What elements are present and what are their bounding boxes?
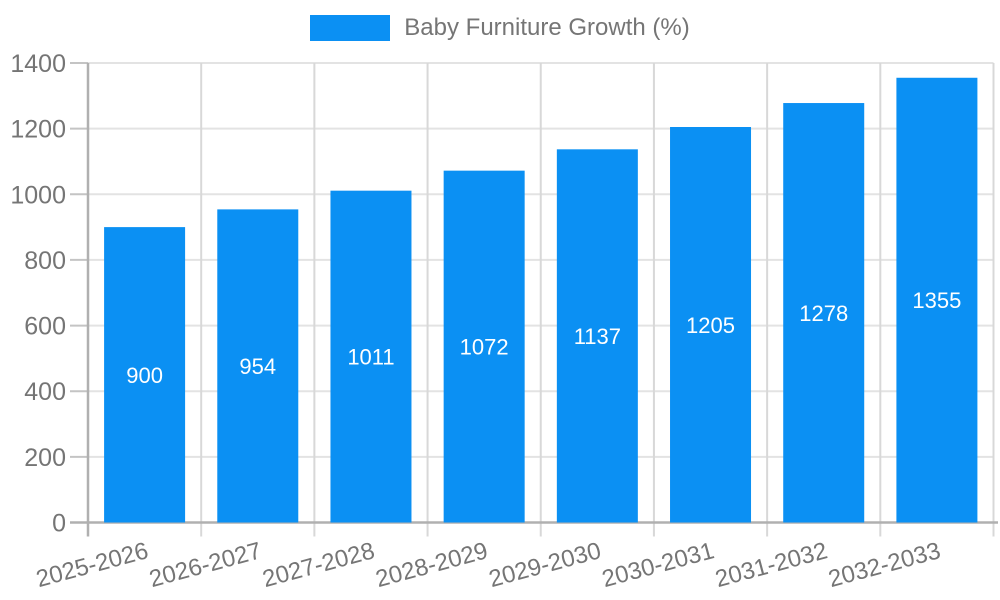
bar-value-label: 1072 [460, 335, 509, 360]
legend-label: Baby Furniture Growth (%) [404, 14, 690, 41]
bar-2031-2032[interactable] [783, 103, 865, 523]
y-tick-label: 400 [24, 378, 66, 406]
y-tick-label: 200 [24, 444, 66, 472]
y-tick-label: 600 [24, 313, 66, 341]
x-category-label: 2031-2032 [712, 537, 830, 593]
y-tick-label: 800 [24, 247, 66, 275]
x-category-label: 2028-2029 [373, 537, 491, 593]
y-tick-label: 1400 [10, 50, 66, 78]
bar-value-label: 1205 [686, 313, 735, 338]
bar-value-label: 1355 [912, 288, 961, 313]
x-category-label: 2032-2033 [826, 537, 944, 593]
bar-2028-2029[interactable] [443, 170, 525, 523]
bar-value-label: 1011 [347, 345, 394, 370]
bar-value-label: 900 [126, 363, 163, 388]
bar-2026-2027[interactable] [217, 209, 299, 523]
x-category-label: 2027-2028 [260, 537, 378, 593]
y-tick-label: 1200 [10, 116, 66, 144]
x-category-label: 2026-2027 [146, 537, 264, 593]
bar-value-label: 954 [239, 354, 276, 379]
legend-color-swatch [310, 15, 391, 41]
bar-2030-2031[interactable] [670, 127, 752, 523]
x-category-label: 2030-2031 [599, 537, 717, 593]
bar-value-label: 1137 [574, 324, 621, 349]
x-category-label: 2029-2030 [486, 537, 604, 593]
bar-2027-2028[interactable] [330, 190, 412, 523]
bar-value-label: 1278 [799, 301, 848, 326]
y-tick-label: 0 [52, 510, 66, 538]
x-category-label: 2025-2026 [33, 537, 151, 593]
bar-2029-2030[interactable] [556, 149, 638, 523]
bar-2032-2033[interactable] [896, 77, 978, 523]
bar-2025-2026[interactable] [104, 227, 186, 523]
legend-item[interactable]: Baby Furniture Growth (%) [0, 14, 1000, 42]
y-tick-label: 1000 [10, 181, 66, 209]
